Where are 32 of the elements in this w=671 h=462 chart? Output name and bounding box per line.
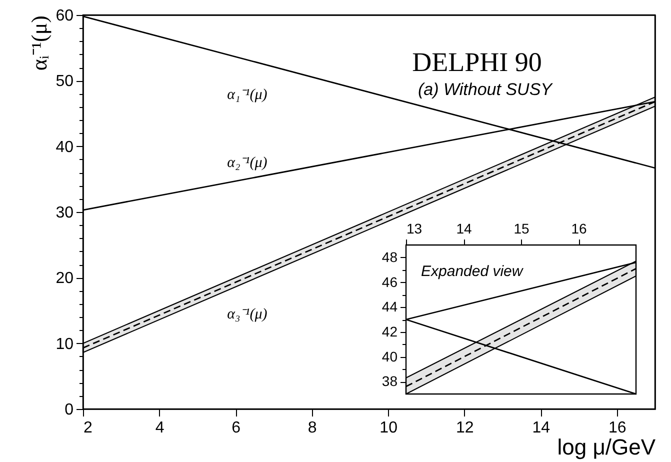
x-tick-label: 6 (232, 420, 241, 436)
series-label: α₃⁻¹(μ) (227, 306, 268, 322)
y-tick-label: 46 (382, 274, 398, 290)
y-tick-label: 30 (56, 204, 74, 222)
x-axis-title: log μ/GeV (557, 434, 656, 460)
x-tick-label: 2 (84, 420, 92, 436)
x-tick-label: 16 (608, 420, 626, 436)
y-axis-title: αᵢ⁻¹(μ) (26, 16, 52, 71)
y-tick-label: 40 (56, 138, 74, 156)
x-tick-label: 14 (532, 420, 550, 436)
x-tick-label: 16 (571, 220, 587, 236)
y-tick-label: 42 (382, 323, 398, 340)
x-tick-label: 15 (514, 220, 530, 236)
y-tick-label: 38 (382, 373, 398, 390)
x-tick-label: 13 (406, 220, 422, 236)
x-tick-label: 12 (456, 420, 474, 436)
y-tick-label: 50 (56, 73, 74, 90)
series-label: α₂⁻¹(μ) (227, 154, 268, 171)
x-tick-label: 14 (456, 220, 472, 236)
y-tick-label: 0 (64, 402, 74, 418)
x-tick-label: 4 (155, 420, 164, 436)
x-tick-label: 8 (308, 420, 317, 436)
y-tick-label: 20 (56, 270, 74, 288)
y-tick-label: 60 (56, 8, 74, 24)
y-tick-label: 40 (382, 348, 398, 364)
y-tick-label: 10 (56, 336, 74, 353)
series-label: α₁⁻¹(μ) (227, 86, 268, 103)
text: (a) Without SUSY (418, 80, 554, 99)
y-tick-label: 48 (382, 248, 398, 265)
text: DELPHI 90 (412, 47, 542, 77)
y-tick-label: 44 (382, 298, 398, 315)
text: Expanded view (421, 263, 524, 280)
